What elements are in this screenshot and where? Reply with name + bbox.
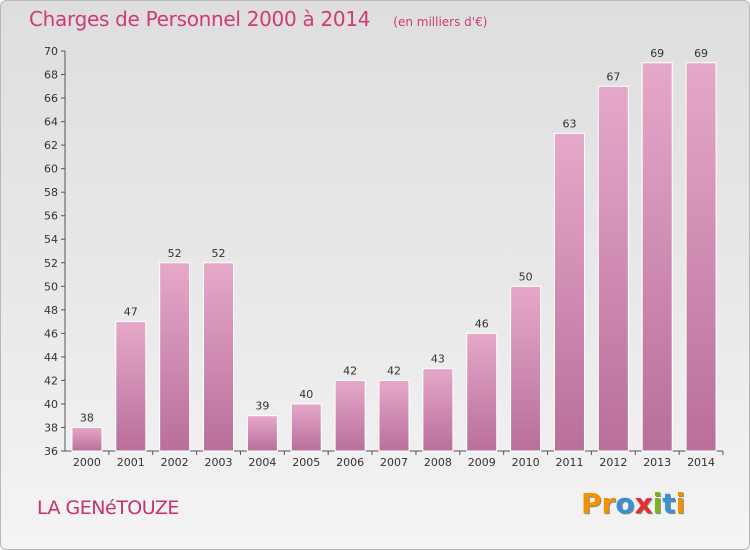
y-tick-label: 50 [44, 280, 58, 293]
y-tick-label: 70 [44, 45, 58, 58]
y-tick-label: 54 [44, 233, 58, 246]
y-tick-label: 68 [44, 69, 58, 82]
y-tick-label: 44 [44, 351, 58, 364]
logo-letter: i [652, 487, 663, 520]
bar [115, 321, 147, 452]
x-tick-label: 2007 [380, 456, 408, 469]
bar-value-label: 38 [80, 411, 94, 424]
bar [597, 85, 629, 452]
bar [203, 262, 235, 452]
bar [510, 285, 542, 452]
y-tick-label: 56 [44, 210, 58, 223]
bar-value-label: 47 [124, 306, 138, 319]
x-tick-label: 2004 [248, 456, 276, 469]
y-tick-label: 52 [44, 257, 58, 270]
x-tick-label: 2011 [555, 456, 583, 469]
y-tick-label: 62 [44, 139, 58, 152]
chart-title: Charges de Personnel 2000 à 2014 [29, 7, 371, 31]
bar [334, 379, 366, 452]
x-tick-label: 2000 [73, 456, 101, 469]
y-tick-label: 40 [44, 398, 58, 411]
x-tick-label: 2014 [687, 456, 715, 469]
y-tick-label: 58 [44, 186, 58, 199]
logo-letter: o [615, 487, 635, 520]
bar-value-label: 42 [343, 364, 357, 377]
bar-value-label: 42 [387, 364, 401, 377]
x-tick-label: 2012 [599, 456, 627, 469]
bar [466, 332, 498, 452]
y-tick-label: 66 [44, 92, 58, 105]
bar [378, 379, 410, 452]
x-tick-label: 2002 [161, 456, 189, 469]
bar [553, 132, 585, 452]
x-tick-label: 2009 [468, 456, 496, 469]
bar [159, 262, 191, 452]
bar-value-label: 69 [650, 47, 664, 60]
bar-value-label: 46 [475, 317, 489, 330]
labels: 38 2000 47 2001 52 2002 52 2003 39 2004 40 2005 42 20… [73, 47, 715, 469]
bar [290, 403, 322, 452]
y-tick-label: 46 [44, 327, 58, 340]
bar [685, 62, 717, 452]
bar-value-label: 39 [255, 400, 269, 413]
x-tick-label: 2006 [336, 456, 364, 469]
bar-value-label: 63 [562, 117, 576, 130]
bar-value-label: 50 [519, 270, 533, 283]
bar [246, 415, 278, 452]
logo-letter: r [601, 487, 616, 520]
bar-value-label: 52 [212, 247, 226, 260]
bar [641, 62, 673, 452]
bar-value-label: 52 [168, 247, 182, 260]
y-tick-label: 60 [44, 163, 58, 176]
bar-value-label: 40 [299, 388, 313, 401]
bar-value-label: 67 [606, 70, 620, 83]
x-tick-label: 2001 [117, 456, 145, 469]
y-tick-label: 38 [44, 421, 58, 434]
logo-letter: P [581, 487, 602, 520]
logo-letter: t [662, 487, 676, 520]
proxiti-logo: Proxiti [581, 487, 685, 520]
x-tick-label: 2013 [643, 456, 671, 469]
bars [71, 62, 717, 452]
bar [422, 368, 454, 452]
y-tick-label: 42 [44, 374, 58, 387]
x-tick-label: 2008 [424, 456, 452, 469]
chart-subtitle: (en milliers d'€) [393, 15, 488, 29]
x-tick-label: 2005 [292, 456, 320, 469]
town-name: LA GENéTOUZE [37, 497, 179, 519]
y-tick-label: 64 [44, 116, 58, 129]
x-tick-label: 2003 [205, 456, 233, 469]
title-row: Charges de Personnel 2000 à 2014 (en mil… [29, 7, 487, 31]
y-tick-label: 48 [44, 304, 58, 317]
bar-value-label: 69 [694, 47, 708, 60]
bar-value-label: 43 [431, 353, 445, 366]
logo-letter: i [675, 487, 686, 520]
bar [71, 426, 103, 452]
x-tick-label: 2010 [512, 456, 540, 469]
logo-letter: x [634, 487, 653, 520]
axes: 36 38 40 42 44 46 48 50 52 54 56 58 60 62 64 66 68 70 [44, 45, 724, 458]
y-tick-label: 36 [44, 445, 58, 458]
